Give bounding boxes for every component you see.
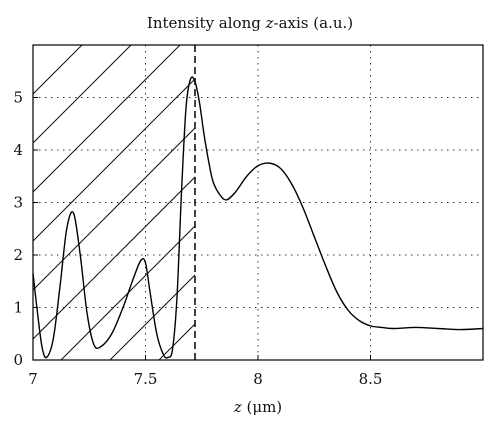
chart-title: Intensity along z-axis (a.u.) xyxy=(0,14,500,32)
y-tick-label: 3 xyxy=(13,194,23,212)
x-axis-label-unit: (μm) xyxy=(241,398,283,416)
hatch-line xyxy=(109,274,195,360)
x-tick-label: 8.5 xyxy=(359,370,383,388)
hatch-line xyxy=(33,45,132,144)
x-tick-label: 7.5 xyxy=(134,370,158,388)
hatch-line xyxy=(33,127,195,291)
hatch-line xyxy=(33,45,181,193)
x-tick-label: 7 xyxy=(28,370,38,388)
x-tick-label: 8 xyxy=(253,370,263,388)
x-axis-label: z (μm) xyxy=(0,398,500,416)
hatch-line xyxy=(60,225,195,360)
y-tick-label: 4 xyxy=(13,141,23,159)
title-part: Intensity along xyxy=(146,14,266,32)
x-axis-label-italic: z xyxy=(233,398,242,416)
y-tick-label: 2 xyxy=(13,246,23,264)
y-tick-label: 1 xyxy=(13,299,23,317)
intensity-curve xyxy=(32,76,484,359)
title-part: -axis (a.u.) xyxy=(273,14,354,32)
y-tick-label: 0 xyxy=(13,351,23,369)
hatch-line xyxy=(33,78,195,242)
y-tick-label: 5 xyxy=(13,89,23,107)
title-part-italic: z xyxy=(265,14,274,32)
